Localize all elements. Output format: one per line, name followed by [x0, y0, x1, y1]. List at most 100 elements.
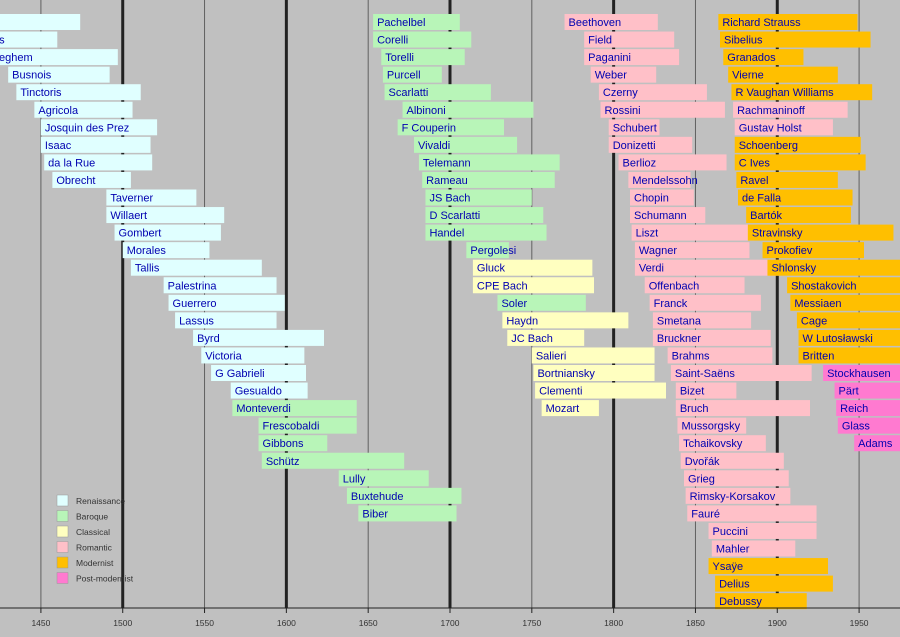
bar-rect: [584, 31, 675, 48]
composer-bar: Soler: [497, 294, 586, 311]
bar-rect: [630, 207, 706, 224]
composer-label: Bruch: [680, 403, 709, 415]
composer-label: C Ives: [739, 157, 771, 169]
composer-label: Bortniansky: [537, 368, 595, 380]
bar-rect: [618, 154, 727, 171]
composer-label: Handel: [429, 228, 464, 240]
legend-item: Baroque: [56, 510, 108, 522]
legend-swatch: [56, 572, 69, 584]
bar-rect: [720, 31, 871, 48]
legend-item: Romantic: [56, 541, 113, 553]
bar-rect: [731, 84, 873, 101]
x-tick-label: 1650: [359, 618, 378, 628]
composer-label: Guerrero: [173, 298, 217, 310]
composer-label: Schubert: [613, 122, 657, 134]
composer-label: Glass: [842, 421, 871, 433]
composer-label: Debussy: [719, 596, 762, 608]
composer-label: Rachmaninoff: [737, 105, 806, 117]
legend-item: Post-modernist: [56, 572, 134, 584]
composer-bar: Josquin des Prez: [40, 119, 158, 136]
composer-bar: Frescobaldi: [258, 417, 357, 434]
bar-rect: [767, 259, 900, 276]
bar-rect: [628, 171, 691, 188]
bar-rect: [652, 312, 752, 329]
composer-label: Binchois: [0, 35, 5, 47]
bar-rect: [541, 400, 599, 417]
composer-label: Mahler: [716, 544, 750, 556]
composer-bar: Agricola: [34, 101, 133, 118]
bar-rect: [718, 14, 858, 30]
bar-rect: [675, 382, 737, 399]
bar-rect: [733, 101, 848, 118]
composer-bar: CPE Bach: [472, 277, 594, 294]
bar-rect: [382, 66, 442, 83]
legend-label: Romantic: [76, 543, 113, 553]
composer-bar: Scarlatti: [384, 84, 491, 101]
composer-label: Stockhausen: [827, 368, 891, 380]
bar-rect: [384, 84, 491, 101]
composer-label: Schumann: [634, 210, 687, 222]
composer-label: Wagner: [639, 245, 677, 257]
composer-label: Gesualdo: [235, 386, 282, 398]
composer-bar: Puccini: [708, 522, 817, 539]
bar-rect: [261, 452, 405, 469]
composer-bar: Shlonsky: [767, 259, 900, 276]
bar-rect: [0, 14, 81, 30]
composer-bar: Bortniansky: [533, 365, 655, 381]
legend: Renaissance Baroque Classical Romantic Moder…: [56, 494, 134, 584]
composer-label: Saint-Saëns: [675, 368, 735, 380]
bar-rect: [598, 84, 707, 101]
bar-rect: [649, 294, 761, 311]
bar-rect: [715, 575, 833, 592]
composer-bar: Schoenberg: [734, 136, 861, 153]
bar-rect: [52, 171, 131, 188]
composer-label: Isaac: [45, 140, 72, 152]
bar-rect: [734, 136, 861, 153]
composer-bar: Gluck: [472, 259, 593, 276]
bar-rect: [114, 224, 221, 241]
composer-bar: Stockhausen: [823, 365, 900, 381]
legend-item: Classical: [56, 525, 110, 538]
composer-bar: Gombert: [114, 224, 221, 241]
composer-bar: D Scarlatti: [425, 207, 544, 224]
bar-rect: [644, 277, 745, 294]
bar-rect: [834, 382, 900, 399]
bar-rect: [711, 540, 796, 557]
composer-bar: Schütz: [261, 452, 405, 469]
composer-label: Torelli: [385, 52, 414, 64]
composer-bar: Weber: [590, 66, 657, 83]
composer-bar: Saint-Saëns: [670, 365, 812, 381]
x-tick-label: 1600: [277, 618, 296, 628]
composer-bar: Ockeghem: [0, 49, 118, 66]
composer-label: Fauré: [691, 508, 720, 520]
bar-rect: [634, 242, 750, 259]
composer-label: Monteverdi: [236, 403, 290, 415]
bar-rect: [708, 558, 828, 575]
composer-label: Bartók: [750, 210, 782, 222]
composer-label: Paganini: [588, 52, 631, 64]
bar-rect: [600, 101, 725, 118]
bar-rect: [652, 329, 771, 346]
bar-rect: [414, 136, 518, 153]
composer-bar: Vierne: [728, 66, 838, 83]
bar-rect: [798, 347, 900, 364]
composer-bar: Gesualdo: [230, 382, 308, 399]
composer-label: Bizet: [680, 386, 704, 398]
composer-bar: Biber: [358, 505, 457, 522]
composer-label: Pergolesi: [470, 245, 516, 257]
bar-rect: [630, 189, 694, 206]
composer-label: Reich: [840, 403, 868, 415]
composer-bar: Mozart: [541, 400, 599, 417]
composer-bar: Mussorgsky: [677, 417, 747, 434]
composer-bar: Dufay: [0, 14, 81, 30]
composer-bar: Paganini: [584, 49, 680, 66]
legend-label: Modernist: [76, 558, 114, 568]
x-tick-label: 1550: [195, 618, 214, 628]
composer-label: Haydn: [506, 315, 538, 327]
legend-swatch: [56, 541, 69, 553]
bar-rect: [685, 487, 791, 504]
composer-label: Field: [588, 35, 612, 47]
legend-label: Classical: [76, 527, 110, 537]
bar-rect: [472, 259, 593, 276]
bar-rect: [854, 435, 900, 452]
